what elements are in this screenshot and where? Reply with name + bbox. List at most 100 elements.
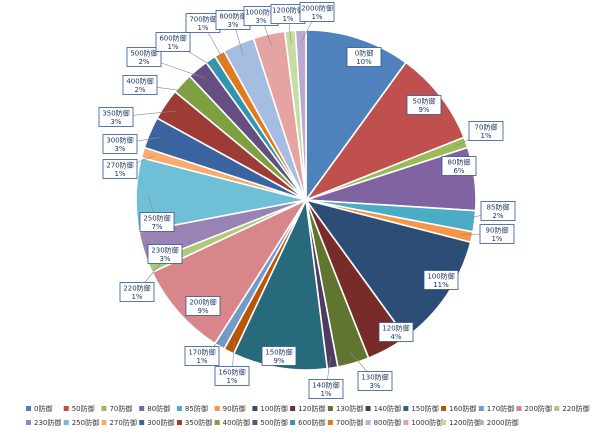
data-label-box-150: [261, 346, 297, 366]
data-label-name-300: 300防御: [106, 136, 133, 145]
legend-swatch-170: [478, 406, 484, 411]
data-label-box-200: [185, 296, 221, 316]
data-label-percent-700: 1%: [197, 24, 208, 32]
legend-label-160: 160防御: [449, 404, 476, 413]
legend-entry-100: 100防御: [252, 404, 288, 413]
data-label-box-220: [119, 282, 155, 302]
data-label-percent-50: 9%: [418, 106, 429, 114]
legend-entry-350: 350防御: [176, 418, 212, 427]
legend-swatch-270: [101, 420, 107, 425]
data-label-name-350: 350防御: [102, 109, 129, 118]
legend-entry-170: 170防御: [478, 404, 514, 413]
legend-swatch-230: [26, 420, 31, 425]
legend-swatch-90: [214, 406, 220, 411]
legend-swatch-1000: [403, 420, 409, 425]
legend-entry-120: 120防御: [290, 404, 326, 413]
legend-swatch-220: [554, 406, 560, 411]
data-label-percent-0: 10%: [356, 58, 372, 66]
data-label-name-120: 120防御: [382, 324, 409, 333]
legend-label-500: 500防御: [260, 418, 287, 427]
legend-label-150: 150防御: [411, 404, 438, 413]
legend-swatch-100: [252, 406, 258, 411]
data-label-name-230: 230防御: [151, 246, 178, 255]
data-label-box-300: [102, 134, 138, 154]
legend-label-1200: 1200防御: [449, 418, 481, 427]
data-label-percent-150: 9%: [273, 357, 284, 365]
legend-swatch-1200: [441, 420, 447, 425]
legend-entry-500: 500防御: [252, 418, 288, 427]
leader-line-270: [136, 155, 155, 163]
legend-swatch-200: [516, 406, 522, 411]
legend-entry-300: 300防御: [139, 418, 175, 427]
data-label-box-230: [147, 244, 183, 264]
pie-slice-0: [305, 29, 408, 203]
leader-line-2000: [300, 21, 313, 43]
data-label-name-2000: 2000防御: [301, 4, 333, 13]
legend-swatch-300: [139, 420, 145, 425]
data-label-box-70: [468, 121, 504, 141]
data-label-name-220: 220防御: [123, 284, 150, 293]
legend-swatch-800: [365, 420, 371, 425]
leader-line-1000: [264, 25, 272, 46]
legend-label-90: 90防御: [223, 404, 246, 413]
data-label-name-50: 50防御: [413, 97, 436, 106]
legend-entry-0: 0防御: [26, 404, 52, 413]
data-label-box-50: [406, 95, 442, 115]
legend-label-800: 800防御: [374, 418, 401, 427]
data-label-name-0: 0防御: [355, 49, 373, 58]
legend-swatch-50: [63, 406, 69, 411]
legend-entry-250: 250防御: [63, 418, 99, 427]
data-label-name-100: 100防御: [427, 272, 454, 281]
leader-line-170: [213, 335, 226, 347]
legend-swatch-400: [214, 420, 220, 425]
data-label-percent-85: 2%: [492, 212, 503, 220]
data-label-name-130: 130防御: [361, 373, 388, 382]
legend-swatch-500: [252, 420, 258, 425]
legend-entry-200: 200防御: [516, 404, 552, 413]
data-label-percent-350: 3%: [110, 118, 121, 126]
legend-label-120: 120防御: [298, 404, 325, 413]
data-label-percent-140: 1%: [320, 390, 331, 398]
legend-label-250: 250防御: [72, 418, 99, 427]
data-label-box-500: [126, 47, 162, 67]
legend-entry-80: 80防御: [139, 404, 170, 413]
legend-swatch-160: [441, 406, 447, 411]
leader-line-160: [232, 340, 235, 367]
data-label-box-2000: [299, 2, 335, 22]
legend-entry-160: 160防御: [441, 404, 476, 413]
legend-label-85: 85防御: [185, 404, 208, 413]
legend-entry-85: 85防御: [176, 404, 208, 413]
legend-label-100: 100防御: [260, 404, 287, 413]
data-label-box-160: [214, 366, 250, 386]
data-label-name-1000: 1000防御: [245, 8, 277, 17]
leader-line-1200: [288, 23, 292, 43]
data-label-box-80: [441, 156, 477, 176]
leader-line-220: [144, 262, 162, 283]
data-label-percent-200: 9%: [197, 307, 208, 315]
data-label-box-90: [479, 224, 515, 244]
data-label-percent-100: 11%: [433, 281, 449, 289]
data-label-percent-500: 2%: [138, 58, 149, 66]
legend-entry-800: 800防御: [365, 418, 401, 427]
legend-entry-70: 70防御: [101, 404, 132, 413]
legend-swatch-140: [365, 406, 371, 411]
data-label-box-170: [184, 346, 220, 366]
legend-swatch-2000: [478, 420, 484, 425]
data-label-percent-1200: 1%: [282, 15, 293, 23]
data-label-box-130: [357, 371, 393, 391]
